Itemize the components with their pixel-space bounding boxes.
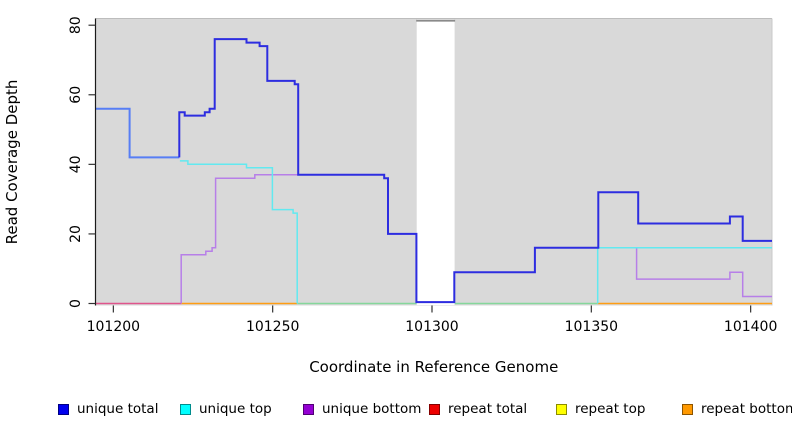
- series-unique-total: [178, 38, 772, 304]
- x-tick-label: 101300: [405, 319, 458, 335]
- legend-item-unique-bottom: unique bottom: [303, 401, 421, 417]
- y-tick-label: 60: [68, 86, 84, 104]
- legend-item-unique-total: unique total: [58, 401, 158, 417]
- x-tick-label: 101400: [724, 319, 777, 335]
- legend-item-repeat-total: repeat total: [429, 401, 527, 417]
- x-tick-label: 101200: [87, 319, 140, 335]
- legend-label: repeat total: [448, 401, 528, 417]
- legend-swatch-repeat-bottom: [682, 403, 693, 415]
- series-unique-total-left-overlaps-unique-top-: [95, 107, 180, 159]
- legend-swatch-unique-bottom: [303, 403, 314, 415]
- legend-label: unique top: [199, 401, 272, 417]
- legend-item-unique-top: unique top: [180, 401, 272, 417]
- legend-swatch-unique-total: [58, 403, 69, 415]
- legend-item-repeat-top: repeat top: [556, 401, 645, 417]
- legend-item-repeat-bottom: repeat bottom: [682, 401, 792, 417]
- y-tick-label: 80: [68, 16, 84, 34]
- y-tick-label: 0: [68, 299, 84, 308]
- y-axis-title: Read Coverage Depth: [3, 80, 21, 245]
- y-tick-label: 20: [68, 225, 84, 243]
- x-tick-label: 101250: [246, 319, 299, 335]
- legend-swatch-repeat-total: [429, 403, 440, 415]
- masked-region: [416, 19, 455, 306]
- x-tick-label: 101350: [565, 319, 618, 335]
- x-axis-title: Coordinate in Reference Genome: [309, 358, 558, 376]
- legend-swatch-unique-top: [180, 403, 191, 415]
- legend-label: repeat top: [575, 401, 646, 417]
- legend-label: unique total: [77, 401, 159, 417]
- legend-swatch-repeat-top: [556, 403, 567, 415]
- legend-label: unique bottom: [322, 401, 422, 417]
- series-unique-top-left-: [179, 160, 298, 304]
- legend-label: repeat bottom: [701, 401, 792, 417]
- chart-legend: unique total unique top unique bottom repea…: [0, 401, 792, 421]
- y-tick-label: 40: [68, 155, 84, 173]
